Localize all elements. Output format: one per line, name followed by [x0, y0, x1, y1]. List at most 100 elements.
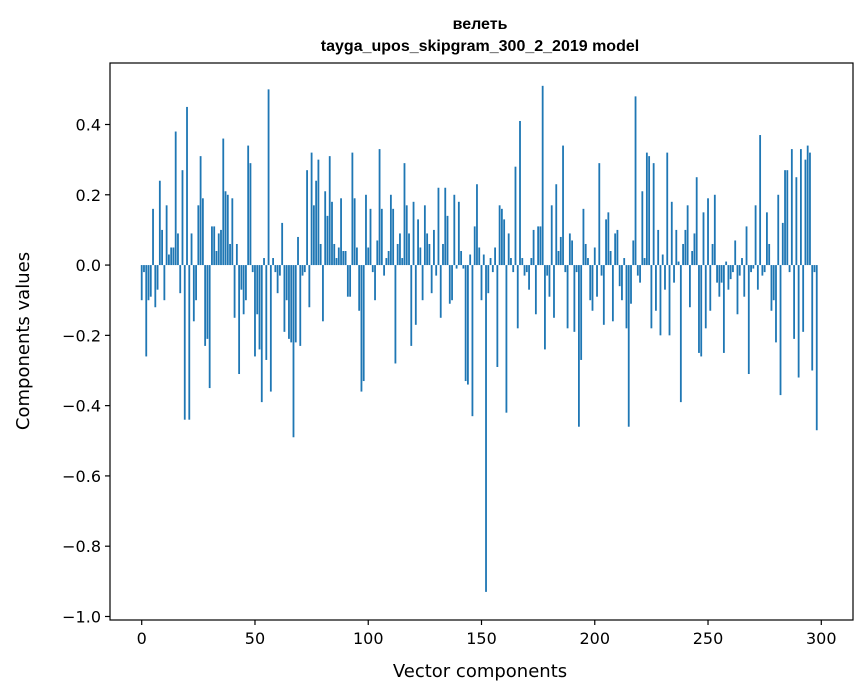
bar: [567, 265, 569, 328]
bar: [231, 198, 233, 265]
bar: [202, 198, 204, 265]
bar: [442, 244, 444, 265]
bar: [637, 265, 639, 276]
bar: [573, 265, 575, 332]
x-tick-label: 0: [137, 629, 147, 648]
bar: [682, 244, 684, 265]
bar: [630, 265, 632, 304]
bar: [406, 205, 408, 265]
bar: [755, 205, 757, 265]
bar: [558, 251, 560, 265]
bar: [154, 265, 156, 307]
bar: [623, 258, 625, 265]
bar: [562, 146, 564, 265]
bar: [342, 251, 344, 265]
bar: [571, 240, 573, 265]
bar: [673, 265, 675, 283]
bar: [748, 265, 750, 374]
bar: [678, 262, 680, 266]
bar: [596, 265, 598, 297]
bar: [268, 89, 270, 265]
bar: [732, 265, 734, 272]
bar: [211, 226, 213, 265]
bar: [336, 258, 338, 265]
bar: [662, 255, 664, 266]
bar: [385, 258, 387, 265]
bar: [170, 248, 172, 266]
bar: [666, 153, 668, 265]
bar: [247, 146, 249, 265]
bar: [474, 226, 476, 265]
bar: [410, 265, 412, 346]
bar: [193, 265, 195, 321]
bar: [723, 265, 725, 353]
bar: [517, 265, 519, 328]
bar: [363, 265, 365, 381]
bar: [261, 265, 263, 402]
bar: [186, 107, 188, 265]
bar: [499, 205, 501, 265]
bar: [390, 195, 392, 265]
bar: [795, 177, 797, 265]
bar: [535, 265, 537, 314]
bar: [709, 265, 711, 311]
bar: [777, 195, 779, 265]
chart-title-line-2: tayga_upos_skipgram_300_2_2019 model: [321, 38, 639, 55]
bar: [329, 156, 331, 265]
bar: [598, 163, 600, 265]
bar: [150, 265, 152, 297]
bar: [526, 265, 528, 272]
bar: [272, 258, 274, 265]
bar: [179, 265, 181, 293]
bar: [254, 265, 256, 356]
bar: [184, 265, 186, 420]
bar: [333, 244, 335, 265]
bar: [338, 248, 340, 266]
bar: [691, 251, 693, 265]
bar: [218, 233, 220, 265]
bar: [539, 226, 541, 265]
bar: [188, 265, 190, 420]
bar: [347, 265, 349, 297]
bar: [768, 244, 770, 265]
bar: [438, 188, 440, 265]
bar: [143, 265, 145, 272]
bar: [644, 258, 646, 265]
bar: [628, 265, 630, 427]
bar: [331, 202, 333, 265]
bar: [263, 258, 265, 265]
bar: [286, 265, 288, 300]
bar: [549, 265, 551, 297]
bar: [537, 226, 539, 265]
y-tick-label: 0.2: [76, 186, 101, 205]
bar: [492, 265, 494, 272]
bar: [793, 265, 795, 339]
bar: [807, 146, 809, 265]
bar: [771, 265, 773, 311]
bar: [501, 209, 503, 265]
bar: [433, 230, 435, 265]
bar: [687, 205, 689, 265]
bar: [714, 195, 716, 265]
bar: [458, 202, 460, 265]
bar: [295, 265, 297, 342]
bar: [510, 258, 512, 265]
bar: [288, 265, 290, 339]
bar: [297, 237, 299, 265]
bar: [648, 156, 650, 265]
bar: [698, 265, 700, 353]
bar: [370, 209, 372, 265]
bar: [444, 188, 446, 265]
bar: [159, 181, 161, 265]
bar: [721, 265, 723, 283]
x-tick-label: 200: [579, 629, 610, 648]
bar: [469, 255, 471, 266]
bar: [743, 265, 745, 297]
plot-frame: [110, 63, 853, 620]
bar: [250, 163, 252, 265]
bar: [177, 233, 179, 265]
bar: [315, 181, 317, 265]
bar: [780, 265, 782, 395]
bar: [229, 244, 231, 265]
bar: [234, 265, 236, 318]
